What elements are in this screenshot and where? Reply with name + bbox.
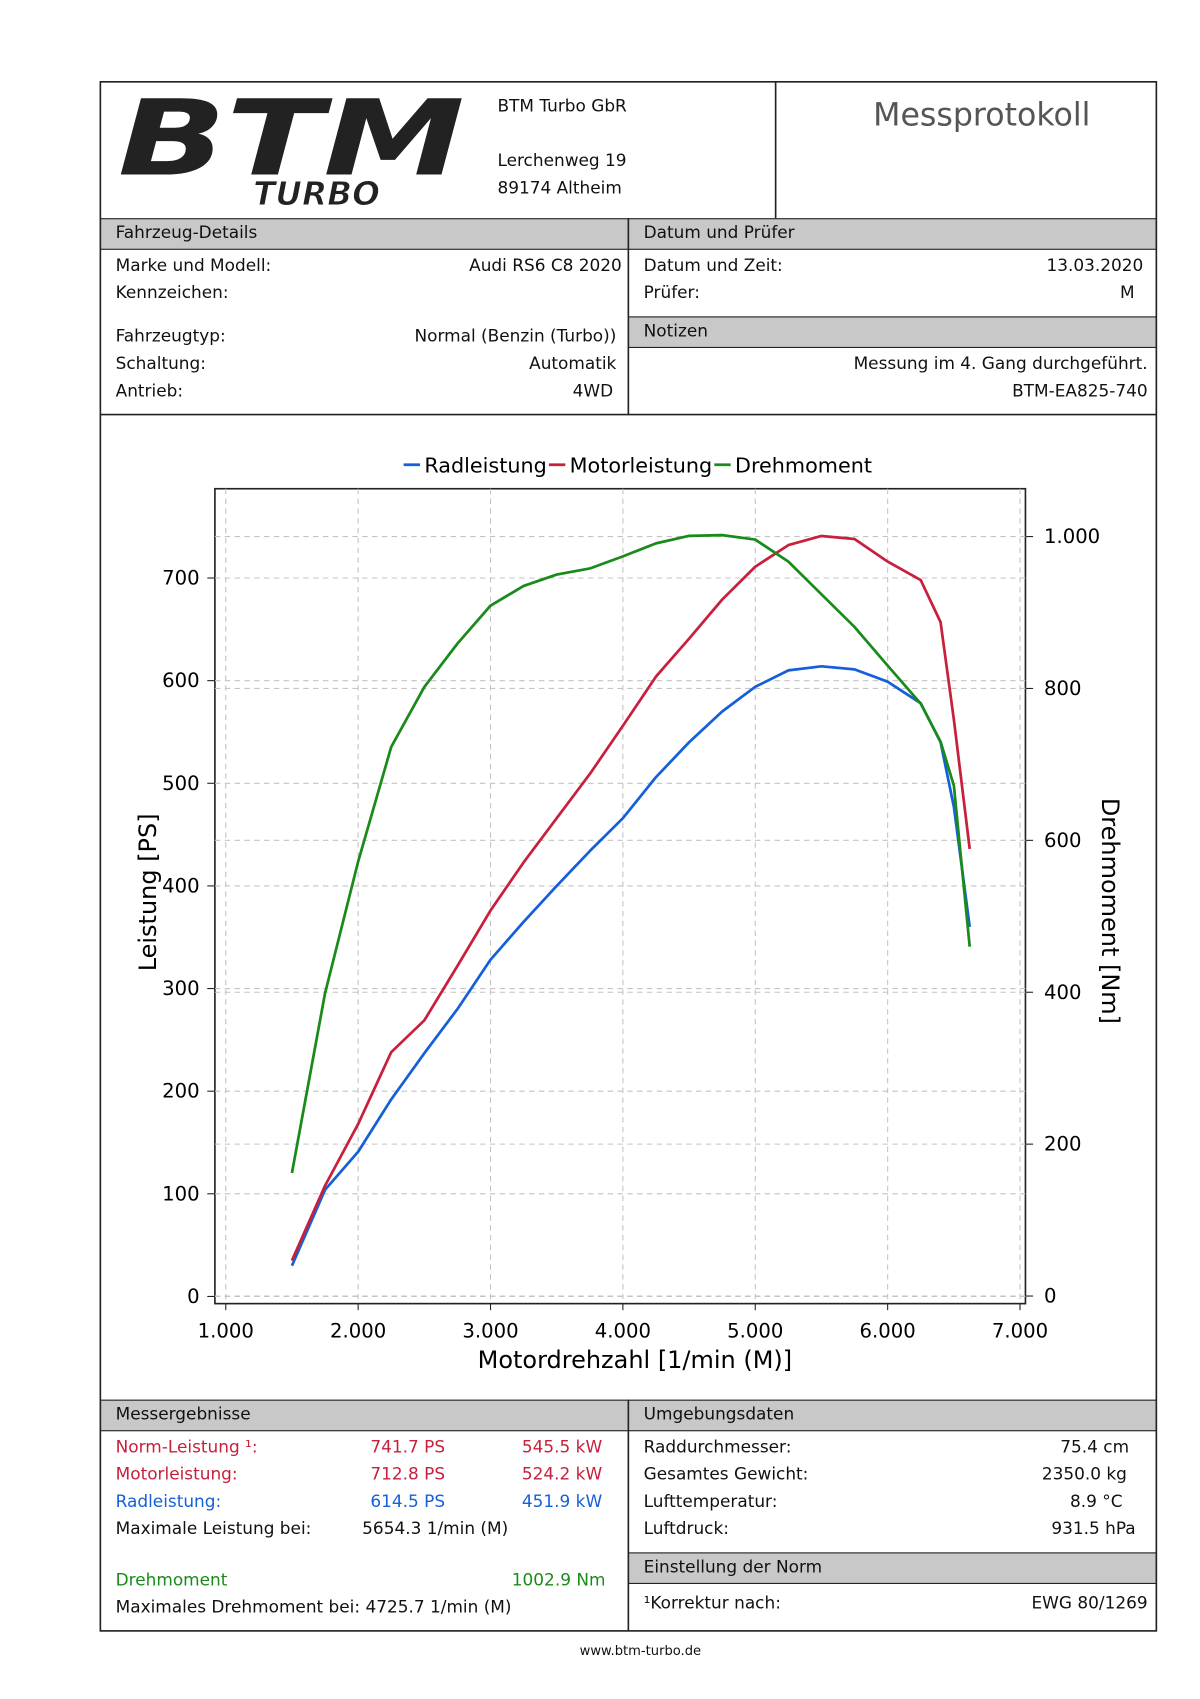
result-ps: 741.7 PS xyxy=(370,1436,446,1457)
field-value: 4WD xyxy=(572,380,614,401)
field-label: Kennzeichen: xyxy=(115,282,229,303)
x-tick-label: 1.000 xyxy=(198,1319,254,1342)
street: Lerchenweg 19 xyxy=(497,150,627,171)
result-label: Radleistung: xyxy=(115,1491,222,1512)
note: BTM-EA825-740 xyxy=(1012,380,1148,401)
y2-tick-label: 400 xyxy=(1044,981,1081,1004)
x-tick-label: 4.000 xyxy=(595,1319,651,1342)
field-value: 8.9 °C xyxy=(1070,1491,1123,1512)
series-line xyxy=(290,534,972,1262)
field-value: Audi RS6 C8 2020 xyxy=(469,255,622,276)
y2-tick-label: 600 xyxy=(1044,829,1081,852)
document-title: Messprotokoll xyxy=(873,97,1090,133)
field-value: EWG 80/1269 xyxy=(1031,1592,1148,1613)
section-heading: Umgebungsdaten xyxy=(643,1404,795,1424)
y2-tick-label: 200 xyxy=(1044,1133,1081,1156)
section-bar xyxy=(628,1552,1157,1584)
field-label: Datum und Zeit: xyxy=(643,255,783,276)
note: Messung im 4. Gang durchgeführt. xyxy=(853,353,1148,374)
y2-tick-label: 800 xyxy=(1044,677,1081,700)
result-label: Norm-Leistung ¹: xyxy=(115,1436,258,1457)
y-tick-label: 200 xyxy=(162,1080,199,1103)
y-tick-label: 600 xyxy=(162,669,199,692)
y-tick-label: 500 xyxy=(162,772,199,795)
field-value: 931.5 hPa xyxy=(1051,1518,1136,1539)
company: BTM Turbo GbR xyxy=(497,96,627,116)
result-value: 5654.3 1/min (M) xyxy=(362,1518,509,1539)
field-label: Lufttemperatur: xyxy=(643,1491,778,1512)
field-value: 2350.0 kg xyxy=(1041,1464,1127,1484)
field-label: Gesamtes Gewicht: xyxy=(643,1464,809,1484)
result-ps: 614.5 PS xyxy=(370,1491,446,1512)
legend-label: Motorleistung xyxy=(570,453,712,477)
legend-label: Drehmoment xyxy=(735,453,872,477)
footer: www.btm-turbo.de xyxy=(579,1642,702,1659)
section-heading: Einstellung der Norm xyxy=(643,1556,823,1577)
section-heading: Notizen xyxy=(643,320,708,341)
section-heading: Datum und Prüfer xyxy=(643,222,795,243)
x-axis-label: Motordrehzahl [1/min (M)] xyxy=(478,1346,793,1374)
x-tick-label: 7.000 xyxy=(992,1319,1048,1342)
result-label: Maximales Drehmoment bei: 4725.7 1/min (… xyxy=(115,1597,512,1617)
result-label: Motorleistung: xyxy=(115,1464,238,1484)
x-tick-label: 2.000 xyxy=(330,1319,386,1342)
section-heading: Fahrzeug-Details xyxy=(115,222,258,243)
field-value: M xyxy=(1119,282,1135,303)
field-label: Luftdruck: xyxy=(643,1518,729,1539)
result-kw: 524.2 kW xyxy=(521,1464,603,1484)
y-tick-label: 100 xyxy=(162,1182,199,1205)
field-value: Automatik xyxy=(529,353,617,374)
result-value: 1002.9 Nm xyxy=(511,1570,606,1590)
field-label: ¹Korrektur nach: xyxy=(643,1592,781,1613)
result-label: Maximale Leistung bei: xyxy=(115,1518,312,1539)
x-tick-label: 6.000 xyxy=(860,1319,916,1342)
series-line xyxy=(290,664,972,1267)
logo: BTM xyxy=(118,78,465,200)
plot-frame xyxy=(214,487,1027,1305)
section-bar xyxy=(628,316,1157,348)
y-tick-label: 300 xyxy=(162,977,199,1000)
field-value: Normal (Benzin (Turbo)) xyxy=(414,326,617,347)
y2-tick-label: 1.000 xyxy=(1044,525,1100,548)
logo-sub: TURBO xyxy=(253,175,380,213)
field-label: Fahrzeugtyp: xyxy=(115,326,226,347)
field-label: Prüfer: xyxy=(643,282,700,303)
y-tick-label: 700 xyxy=(162,567,199,590)
x-tick-label: 5.000 xyxy=(727,1319,783,1342)
legend-label: Radleistung xyxy=(424,453,546,477)
field-value: 13.03.2020 xyxy=(1046,255,1144,276)
y-tick-label: 400 xyxy=(162,874,199,897)
series-line xyxy=(290,533,972,1174)
field-label: Marke und Modell: xyxy=(115,255,272,276)
field-label: Schaltung: xyxy=(115,353,206,374)
y-tick-label: 0 xyxy=(187,1285,200,1308)
field-label: Antrieb: xyxy=(115,380,184,401)
field-value: 75.4 cm xyxy=(1060,1436,1130,1457)
result-kw: 545.5 kW xyxy=(521,1436,603,1457)
y-axis-label: Leistung [PS] xyxy=(134,813,162,971)
result-label: Drehmoment xyxy=(115,1570,228,1590)
y2-tick-label: 0 xyxy=(1044,1285,1057,1308)
city: 89174 Altheim xyxy=(497,178,622,198)
result-ps: 712.8 PS xyxy=(370,1464,446,1484)
y2-axis-label: Drehmoment [Nm] xyxy=(1096,798,1124,1024)
field-label: Raddurchmesser: xyxy=(643,1436,792,1457)
x-tick-label: 3.000 xyxy=(462,1319,518,1342)
result-kw: 451.9 kW xyxy=(521,1491,603,1512)
section-heading: Messergebnisse xyxy=(115,1404,251,1424)
